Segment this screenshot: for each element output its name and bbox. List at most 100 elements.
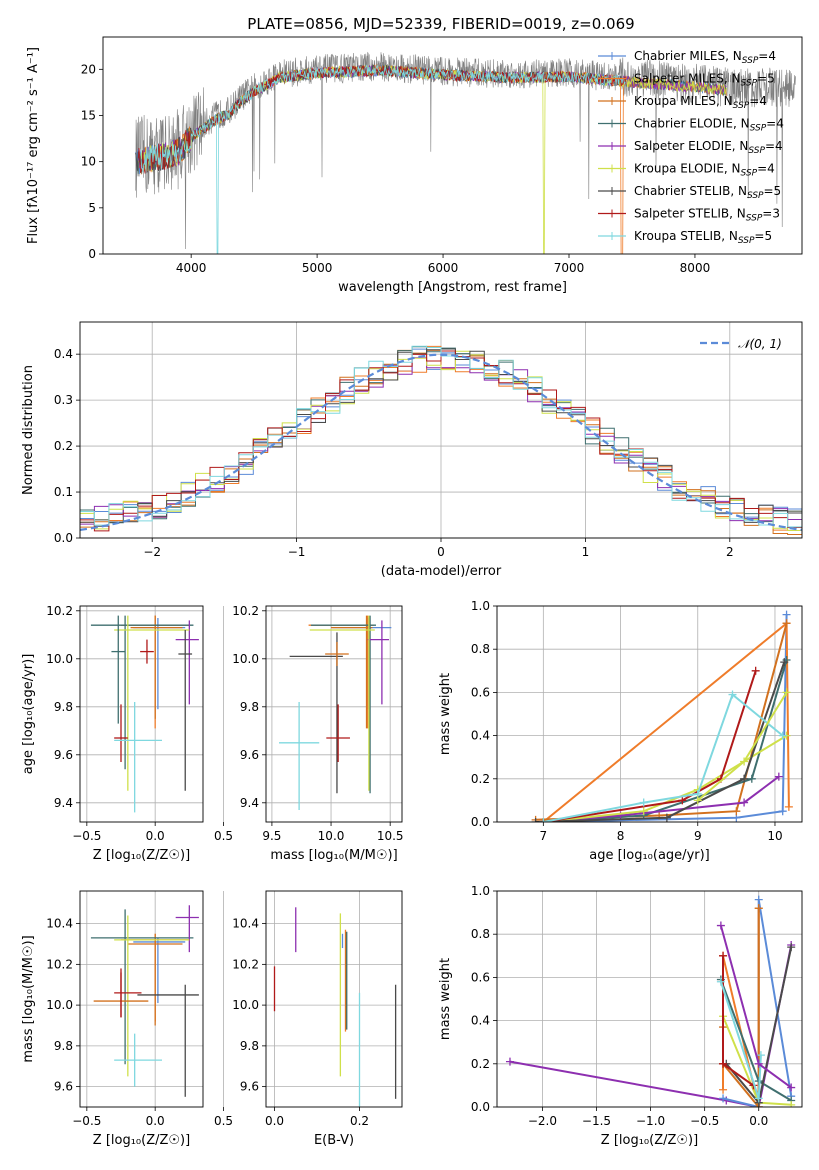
y-tick-label: 0.6	[471, 970, 490, 984]
errorbar-point	[309, 615, 375, 791]
y-tick-label: 0.8	[471, 642, 490, 656]
errorbar-point	[310, 615, 376, 794]
residual-histogram-panel: −2 −1 0 1 2 0.0 0.1 0.2 0.3 0.4 (data-model)/error…	[21, 321, 803, 579]
y-tick-label: 9.6	[54, 1080, 73, 1094]
x-tick-label: 2	[726, 545, 734, 559]
axes-frame	[79, 605, 204, 823]
x-tick-label: 0	[437, 545, 445, 559]
axes-frame	[265, 605, 403, 823]
y-tick-label: 15	[81, 108, 96, 122]
series-line	[543, 614, 788, 822]
y-tick-label: 0.2	[54, 439, 73, 453]
data-point-marker	[754, 1094, 763, 1103]
x-tick-label: 0.0	[146, 1114, 165, 1128]
x-axis-label: Z [log₁₀(Z/Z☉)]	[93, 1133, 190, 1148]
data-point-marker	[732, 807, 741, 816]
data-point-marker	[740, 774, 749, 783]
data-point-marker	[728, 690, 737, 699]
histogram-step-line	[80, 345, 802, 528]
data-point-marker	[740, 757, 749, 766]
errorbar-point	[175, 620, 199, 705]
data-point-marker	[678, 796, 687, 805]
data-point-marker	[662, 813, 671, 822]
errorbar-point	[289, 632, 343, 794]
errorbar-point	[308, 615, 374, 729]
y-tick-label: 10.2	[46, 957, 73, 971]
legend-label: Chabrier STELIB, NSSP=5	[634, 184, 781, 201]
x-tick-label: 0.2	[350, 1114, 369, 1128]
y-tick-label: 0	[88, 247, 96, 261]
legend-label: Salpeter MILES, NSSP=5	[634, 72, 775, 89]
y-tick-label: 0.1	[54, 485, 73, 499]
y-tick-label: 10.0	[232, 998, 259, 1012]
y-tick-label: 10.2	[232, 957, 259, 971]
x-tick-label: 1	[582, 545, 590, 559]
legend-label: Kroupa MILES, NSSP=4	[634, 94, 767, 111]
mass-vs-Z-panel: −0.5 0.0 0.5 9.6 9.8 10.0 10.2 10.4 Z [log₁₀(Z/Z…	[21, 890, 233, 1148]
age-vs-mass-panel: 9.5 10.0 10.5 9.4 9.6 9.8 10.0 10.2 mass [log₁₀(…	[232, 604, 403, 863]
x-tick-label: 10.5	[377, 829, 404, 843]
y-tick-label: 10.0	[232, 652, 259, 666]
x-tick-label: −1.0	[636, 1114, 665, 1128]
y-tick-label: 5	[88, 201, 96, 215]
data-point-marker	[787, 943, 796, 952]
x-axis-label: Z [log₁₀(Z/Z☉)]	[601, 1133, 698, 1148]
x-tick-label: −1	[288, 545, 306, 559]
y-tick-label: 10.2	[46, 604, 73, 618]
x-axis-label: age [log₁₀(age/yr)]	[589, 848, 710, 863]
y-axis-label: age [log₁₀(age/yr)]	[21, 654, 36, 775]
data-point-marker	[782, 688, 791, 697]
errorbar-point	[279, 702, 320, 810]
legend-label: 𝒩(0, 1)	[738, 337, 782, 351]
normal-curve	[80, 353, 802, 531]
series-line	[543, 670, 757, 822]
y-tick-label: 0.2	[471, 772, 490, 786]
y-tick-label: 0.4	[471, 1014, 490, 1028]
data-point-marker	[716, 977, 725, 986]
legend-label: Chabrier ELODIE, NSSP=4	[634, 117, 784, 134]
y-tick-label: 9.6	[54, 748, 73, 762]
errorbar-point	[114, 615, 190, 791]
data-point-marker	[505, 1057, 514, 1066]
errorbar-point	[140, 639, 154, 664]
y-tick-label: 9.6	[240, 748, 259, 762]
y-tick-label: 10.0	[46, 998, 73, 1012]
axes-frame	[79, 890, 204, 1108]
data-point-marker	[787, 1083, 796, 1092]
errorbar-point	[326, 704, 350, 762]
y-tick-label: 0.4	[471, 729, 490, 743]
x-tick-label: 4000	[176, 261, 207, 275]
data-point-marker	[754, 895, 763, 904]
x-tick-label: 0.0	[265, 1114, 284, 1128]
y-tick-label: 10.4	[232, 917, 259, 931]
errorbar-point	[178, 630, 193, 791]
data-point-marker	[719, 951, 728, 960]
x-tick-label: 8	[617, 829, 625, 843]
x-tick-label: −2.0	[528, 1114, 557, 1128]
x-tick-label: 10	[767, 829, 782, 843]
y-tick-label: 10.4	[46, 917, 73, 931]
x-axis-label: wavelength [Angstrom, rest frame]	[338, 280, 567, 295]
x-tick-label: 0.0	[749, 1114, 768, 1128]
data-point-marker	[774, 772, 783, 781]
data-point-marker	[778, 807, 787, 816]
errorbar-point	[90, 909, 194, 1065]
errorbar-point	[127, 933, 183, 1026]
errorbar-point	[130, 615, 183, 719]
x-tick-label: 9	[694, 829, 702, 843]
y-tick-label: 9.8	[54, 700, 73, 714]
data-point-marker	[782, 610, 791, 619]
data-point-marker	[639, 807, 648, 816]
x-tick-label: −0.5	[72, 829, 101, 843]
data-point-marker	[740, 798, 749, 807]
x-tick-label: −1.5	[582, 1114, 611, 1128]
massweight-vs-Z-panel: −2.0 −1.5 −1.0 −0.5 0.0 0.0 0.2 0.4 0.6 0.8 1.0 Z […	[438, 884, 803, 1148]
y-axis-label: Normed distribution	[21, 365, 36, 495]
model-spectrum-line	[137, 65, 627, 174]
x-tick-label: 9.5	[262, 829, 281, 843]
errorbar-point	[111, 615, 126, 724]
x-tick-label: 0.5	[214, 1114, 233, 1128]
x-tick-label: 8000	[680, 261, 711, 275]
legend-label: Salpeter ELODIE, NSSP=4	[634, 139, 783, 156]
